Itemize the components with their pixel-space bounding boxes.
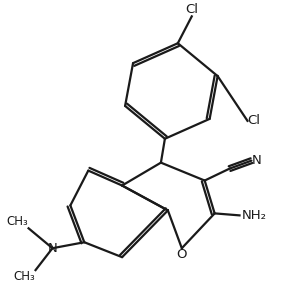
Text: Cl: Cl: [247, 114, 261, 127]
Text: CH₃: CH₃: [14, 270, 36, 283]
Text: N: N: [48, 242, 57, 255]
Text: Cl: Cl: [185, 3, 198, 16]
Text: NH₂: NH₂: [241, 209, 267, 222]
Text: CH₃: CH₃: [7, 215, 29, 228]
Text: N: N: [251, 154, 261, 167]
Text: O: O: [177, 248, 187, 261]
